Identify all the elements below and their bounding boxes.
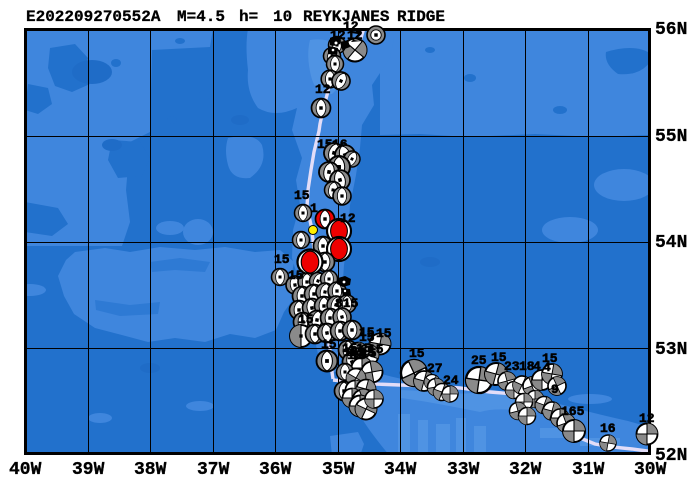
svg-text:4: 4 [533,359,541,374]
svg-text:RIDGE: RIDGE [397,8,445,26]
svg-text:15: 15 [542,351,558,366]
svg-text:15: 15 [368,342,384,357]
svg-text:23: 23 [504,359,520,374]
svg-text:15: 15 [361,346,377,361]
svg-text:15: 15 [343,345,359,360]
svg-text:15: 15 [359,345,375,360]
svg-text:12: 12 [347,28,363,43]
svg-text:15: 15 [359,325,375,340]
svg-text:32W: 32W [509,460,542,480]
svg-text:12: 12 [343,19,359,34]
svg-text:12: 12 [315,82,331,97]
svg-text:33W: 33W [447,460,480,480]
svg-text:31W: 31W [572,460,605,480]
svg-text:15: 15 [409,346,425,361]
svg-text:15: 15 [298,312,314,327]
svg-text:36W: 36W [259,460,292,480]
svg-text:E202209270552A: E202209270552A [26,8,161,26]
svg-text:15: 15 [376,326,392,341]
svg-text:30W: 30W [634,460,667,480]
svg-text:16: 16 [600,421,616,436]
svg-text:815: 815 [335,296,359,311]
svg-text:39W: 39W [72,460,105,480]
svg-text:10: 10 [273,8,292,26]
svg-text:15: 15 [351,348,367,363]
svg-text:37W: 37W [197,460,230,480]
svg-text:55N: 55N [655,127,687,147]
svg-text:52N: 52N [655,446,687,466]
svg-text:h=: h= [239,8,258,26]
svg-text:15: 15 [294,188,310,203]
svg-text:15: 15 [491,350,507,365]
svg-text:12: 12 [347,348,363,363]
svg-text:M=4.5: M=4.5 [177,8,225,26]
svg-text:24: 24 [443,373,459,388]
svg-text:34W: 34W [384,460,417,480]
svg-text:25: 25 [471,353,487,368]
svg-text:15: 15 [321,337,337,352]
svg-text:38W: 38W [134,460,167,480]
svg-text:18: 18 [519,359,535,374]
svg-text:12: 12 [340,211,356,226]
svg-text:27: 27 [427,361,443,376]
svg-text:1: 1 [310,201,318,216]
svg-text:15: 15 [356,341,372,356]
svg-text:15: 15 [349,345,365,360]
svg-text:56N: 56N [655,20,687,40]
svg-text:15: 15 [288,268,304,283]
svg-text:15: 15 [342,341,358,356]
svg-text:53N: 53N [655,340,687,360]
svg-text:15: 15 [274,252,290,267]
svg-text:15: 15 [359,330,375,345]
svg-text:165: 165 [561,404,585,419]
svg-text:4: 4 [543,360,551,375]
svg-text:35W: 35W [322,460,355,480]
svg-text:9: 9 [551,382,559,397]
svg-text:REYKJANES: REYKJANES [303,8,390,26]
svg-text:40W: 40W [9,460,42,480]
svg-text:12: 12 [639,411,655,426]
svg-text:54N: 54N [655,233,687,253]
